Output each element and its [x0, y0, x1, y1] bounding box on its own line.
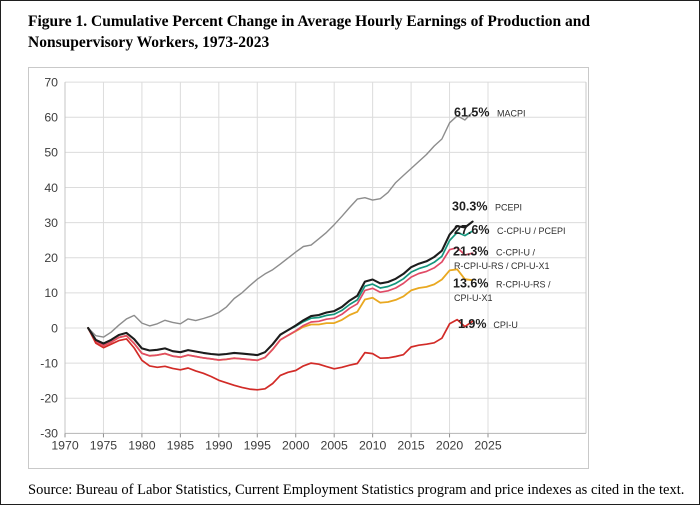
series-line-macpi: [87, 111, 474, 338]
annotation-value-pcepi: 30.3%: [452, 199, 487, 213]
x-tick-label: 1995: [244, 438, 272, 452]
y-tick-label: 0: [51, 321, 58, 335]
x-tick-label: 1970: [51, 438, 79, 452]
y-tick-label: 30: [44, 216, 58, 230]
annotation-value-c-cpi-u-pcepi: 27.6%: [454, 223, 489, 237]
y-tick-label: 10: [44, 286, 58, 300]
x-tick-label: 1990: [205, 438, 233, 452]
annotation-name-r-cpi-u-rs-cpi-u-x1: R-CPI-U-RS /: [496, 279, 551, 289]
annotation-name-cpi-u: CPI-U: [493, 320, 518, 330]
x-tick-label: 2020: [436, 438, 464, 452]
y-tick-label: 70: [44, 75, 58, 89]
y-tick-label: 20: [44, 251, 58, 265]
x-tick-label: 2005: [321, 438, 349, 452]
annotation-name-pcepi: PCEPI: [495, 202, 522, 212]
y-tick-label: 60: [44, 111, 58, 125]
series-line-c-cpi-u-pcepi: [287, 230, 474, 331]
annotation-name2-c-cpi-u-r-cpi-u-rs-cpi-u-x1: R-CPI-U-RS / CPI-U-X1: [454, 261, 550, 271]
x-tick-label: 1980: [128, 438, 156, 452]
annotation-name-macpi: MACPI: [497, 109, 526, 119]
x-tick-label: 2000: [282, 438, 310, 452]
figure-title: Figure 1. Cumulative Percent Change in A…: [28, 12, 668, 54]
figure-title-line1: Figure 1. Cumulative Percent Change in A…: [28, 13, 591, 30]
annotation-value-macpi: 61.5%: [454, 106, 489, 120]
series-line-cpi-u: [87, 318, 474, 391]
annotation-name-c-cpi-u-pcepi: C-CPI-U / PCEPI: [497, 226, 566, 236]
y-tick-label: 40: [44, 181, 58, 195]
x-tick-label: 2015: [397, 438, 425, 452]
source-note: Source: Bureau of Labor Statistics, Curr…: [28, 482, 685, 498]
y-tick-label: -30: [40, 427, 58, 441]
figure-title-line2: Nonsupervisory Workers, 1973-2023: [28, 33, 270, 51]
annotation-value-cpi-u: 1.9%: [458, 317, 487, 331]
annotation-name2-r-cpi-u-rs-cpi-u-x1: CPI-U-X1: [454, 293, 493, 303]
y-tick-label: -20: [40, 392, 58, 406]
x-tick-label: 2010: [359, 438, 387, 452]
y-tick-label: -10: [40, 356, 58, 370]
annotation-value-c-cpi-u-r-cpi-u-rs-cpi-u-x1: 21.3%: [453, 244, 488, 258]
y-tick-label: 50: [44, 146, 58, 160]
x-tick-label: 1975: [90, 438, 118, 452]
x-tick-label: 1985: [167, 438, 195, 452]
annotation-value-r-cpi-u-rs-cpi-u-x1: 13.6%: [453, 276, 488, 290]
chart-frame: 70 60 50 40 30 20 10 0 -10 -20 -30 1970 1975 1980 1985…: [28, 67, 589, 469]
x-tick-label: 2025: [474, 438, 502, 452]
series-line-pcepi: [87, 220, 474, 357]
series-line-c-cpi-u-r-cpi-u-rs-cpi-u-x1: [87, 246, 474, 362]
annotation-name-c-cpi-u-r-cpi-u-rs-cpi-u-x1: C-CPI-U /: [496, 247, 535, 257]
